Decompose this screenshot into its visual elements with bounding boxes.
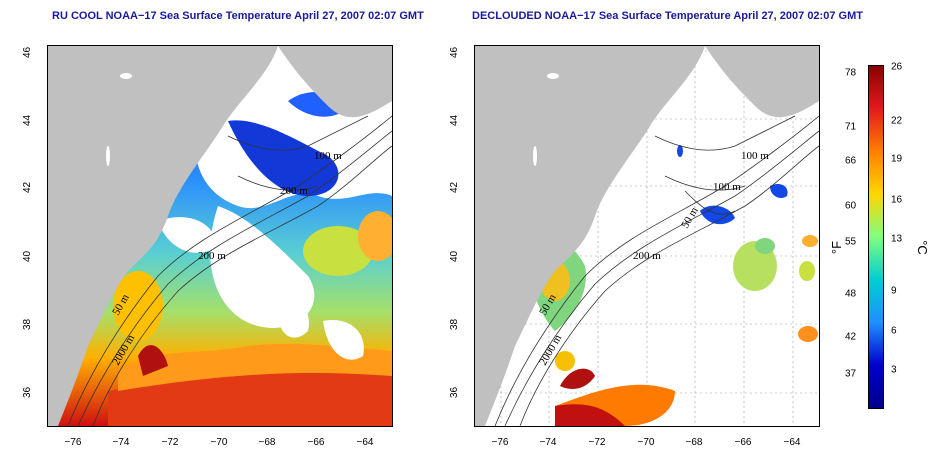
f-tick: 42 xyxy=(845,331,857,343)
land-nova-scotia xyxy=(278,46,392,118)
land-nova-scotia xyxy=(705,46,819,118)
c-tick: 22 xyxy=(891,115,903,127)
y-tick: 40 xyxy=(449,250,460,262)
x-tick: −72 xyxy=(588,437,606,448)
bathymetry-contours xyxy=(67,115,392,426)
x-tick: −68 xyxy=(685,437,703,448)
x-tick: −70 xyxy=(210,437,228,448)
f-tick: 48 xyxy=(845,288,857,300)
y-tick: 42 xyxy=(22,181,33,193)
c-tick: 26 xyxy=(891,61,903,73)
contour-label: 200 m xyxy=(198,250,226,262)
right-map-title: DECLOUDED NOAA−17 Sea Surface Temperatur… xyxy=(472,10,863,22)
c-tick: 19 xyxy=(891,153,903,165)
lake xyxy=(120,73,132,79)
y-tick: 36 xyxy=(22,386,33,398)
y-tick: 42 xyxy=(449,181,460,193)
lake-champlain xyxy=(106,146,110,166)
f-tick: 66 xyxy=(845,155,857,167)
f-tick: 55 xyxy=(845,236,857,248)
x-tick: −66 xyxy=(734,437,752,448)
lake xyxy=(547,73,559,79)
x-tick: −76 xyxy=(64,437,82,448)
contour-label: 100 m xyxy=(741,150,769,162)
y-tick: 44 xyxy=(449,114,460,126)
warm-band xyxy=(118,343,392,391)
f-tick: 60 xyxy=(845,200,857,212)
left-map-panel: 100 m 200 m 200 m 50 m 2000 m xyxy=(47,45,393,427)
sst-patch-edge-3 xyxy=(799,261,815,281)
land-mainland xyxy=(475,46,705,426)
f-tick: 71 xyxy=(845,121,857,133)
celsius-unit: °C xyxy=(914,240,930,255)
x-tick: −74 xyxy=(112,437,130,448)
f-tick: 37 xyxy=(845,368,857,380)
y-tick: 46 xyxy=(449,46,460,58)
right-sst-map: 100 m 100 m 50 m 200 m 50 m 2000 m xyxy=(475,46,819,426)
patch-2 xyxy=(358,211,392,261)
sst-patch-edge xyxy=(802,235,818,247)
bathymetry-contours xyxy=(494,115,819,426)
y-tick: 46 xyxy=(22,46,33,58)
cloud-small xyxy=(277,295,309,338)
land-mainland xyxy=(48,46,278,426)
y-tick: 38 xyxy=(22,318,33,330)
contour-label: 200 m xyxy=(280,185,308,197)
gulf-stream-warm xyxy=(108,372,392,426)
x-tick: −66 xyxy=(307,437,325,448)
f-tick: 78 xyxy=(845,67,857,79)
x-tick: −74 xyxy=(539,437,557,448)
x-tick: −64 xyxy=(356,437,374,448)
gulf-stream-core xyxy=(555,404,625,426)
x-tick: −64 xyxy=(783,437,801,448)
cold-dot xyxy=(677,145,683,157)
warm-eddy xyxy=(560,368,595,389)
contour-label: 200 m xyxy=(633,250,661,262)
temperature-colorbar xyxy=(868,65,884,409)
c-tick: 13 xyxy=(891,233,903,245)
c-tick: 6 xyxy=(891,325,897,337)
x-tick: −70 xyxy=(637,437,655,448)
c-tick: 16 xyxy=(891,194,903,206)
left-sst-map: 100 m 200 m 200 m 50 m 2000 m xyxy=(48,46,392,426)
cloud-east xyxy=(323,320,364,360)
lake-champlain xyxy=(533,146,537,166)
contour-label: 100 m xyxy=(314,150,342,162)
x-tick: −72 xyxy=(161,437,179,448)
contour-label: 50 m xyxy=(679,205,701,231)
y-tick: 38 xyxy=(449,318,460,330)
sst-patch-edge-2 xyxy=(798,326,818,342)
right-map-panel: 100 m 100 m 50 m 200 m 50 m 2000 m xyxy=(474,45,820,427)
fahrenheit-unit: °F xyxy=(829,240,845,255)
warm-core xyxy=(138,345,168,376)
y-tick: 44 xyxy=(22,114,33,126)
patch-3 xyxy=(113,271,163,341)
sst-patch-offshore-2 xyxy=(755,238,775,254)
x-tick: −68 xyxy=(258,437,276,448)
x-tick: −76 xyxy=(491,437,509,448)
y-tick: 40 xyxy=(22,250,33,262)
patch-1 xyxy=(303,226,373,276)
c-tick: 3 xyxy=(891,364,897,376)
c-tick: 9 xyxy=(891,285,897,297)
cloud-shelf xyxy=(158,217,218,253)
contour-label: 100 m xyxy=(713,181,741,193)
y-tick: 36 xyxy=(449,386,460,398)
cold-patch-2 xyxy=(770,184,788,198)
sst-patch-small xyxy=(555,351,575,371)
left-map-title: RU COOL NOAA−17 Sea Surface Temperature … xyxy=(52,10,424,22)
